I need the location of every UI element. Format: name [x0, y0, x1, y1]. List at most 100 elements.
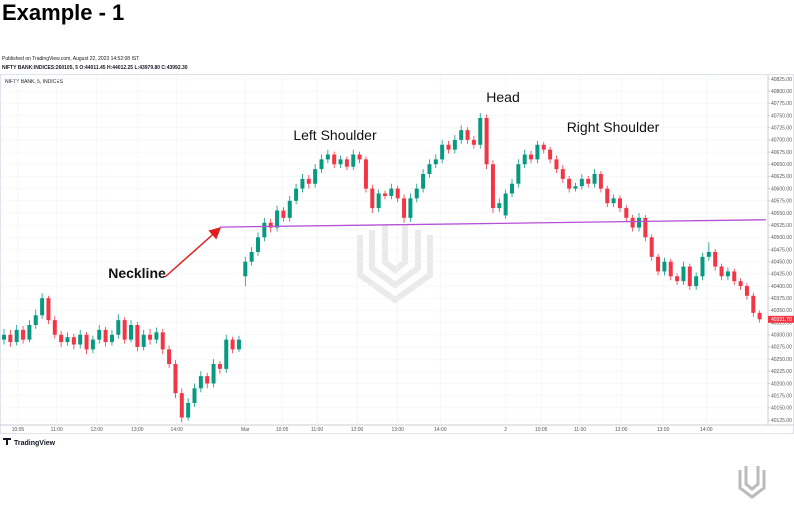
candle-body: [605, 188, 610, 204]
candle-body: [294, 188, 299, 201]
neckline: [219, 219, 767, 228]
candle-body: [624, 208, 629, 218]
candle-body: [116, 320, 121, 335]
candle-body: [757, 312, 762, 320]
candle-body: [135, 325, 140, 347]
candle-body: [192, 388, 197, 403]
y-tick-label: 40225.00: [771, 369, 792, 375]
candle-body: [719, 266, 724, 277]
candle-body: [46, 298, 51, 321]
candle-body: [21, 329, 26, 340]
y-tick-label: 40475.00: [771, 247, 792, 253]
candle-body: [675, 276, 680, 282]
y-tick-label: 40425.00: [771, 272, 792, 278]
x-tick-label: 2: [504, 427, 507, 433]
candle-body: [103, 329, 108, 343]
y-tick-label: 40775.00: [771, 101, 792, 107]
brand-icon: [3, 438, 11, 445]
x-tick-label: 14:00: [434, 427, 447, 433]
candle-body: [440, 144, 445, 160]
candle-body: [421, 173, 426, 189]
candle-body: [319, 159, 324, 170]
candle-body: [490, 164, 495, 209]
candle-body: [198, 376, 203, 389]
y-tick-label: 40750.00: [771, 113, 792, 119]
candle-body: [154, 332, 159, 340]
candle-body: [548, 149, 553, 160]
candle-body: [694, 276, 699, 287]
candle-body: [338, 159, 343, 165]
candle-body: [224, 339, 229, 369]
candle-body: [497, 203, 502, 209]
x-tick-label: 11:00: [51, 427, 63, 433]
head-label: Head: [486, 89, 519, 105]
x-tick-label: 13:00: [391, 427, 404, 433]
left-shoulder-label: Left Shoulder: [293, 127, 377, 143]
candle-body: [179, 393, 184, 418]
y-tick-label: 40175.00: [771, 393, 792, 399]
candle-body: [243, 261, 248, 277]
candle-body: [84, 334, 89, 350]
watermark: [357, 225, 433, 304]
candle-body: [459, 130, 464, 140]
candle-body: [167, 349, 172, 364]
candle-body: [554, 159, 559, 170]
candle-body: [230, 339, 235, 350]
candle-body: [8, 334, 13, 343]
candle-body: [522, 154, 527, 165]
y-tick-label: 40400.00: [771, 284, 792, 290]
candle-body: [52, 320, 57, 335]
candle-body: [268, 222, 273, 228]
y-tick-label: 40300.00: [771, 333, 792, 339]
candle-body: [598, 173, 603, 189]
candle-body: [529, 154, 534, 160]
y-tick-label: 40825.00: [771, 77, 792, 83]
candle-body: [649, 237, 654, 257]
y-tick-label: 40725.00: [771, 126, 792, 132]
x-tick-label: 11:00: [574, 427, 586, 433]
candle-body: [414, 188, 419, 199]
candle-body: [281, 210, 286, 218]
x-tick-label: 13:00: [657, 427, 670, 433]
candle-body: [579, 178, 584, 187]
candle-body: [687, 266, 692, 287]
y-tick-label: 40250.00: [771, 357, 792, 363]
y-tick-label: 40500.00: [771, 235, 792, 241]
candle-body: [567, 178, 572, 189]
candle-body: [656, 256, 661, 272]
candle-body: [287, 200, 292, 218]
candle-body: [344, 159, 349, 167]
candle-body: [148, 334, 153, 340]
y-tick-label: 40350.00: [771, 308, 792, 314]
candle-body: [65, 337, 70, 343]
candle-body: [592, 173, 597, 184]
candle-body: [560, 169, 565, 179]
candle-body: [186, 402, 191, 418]
candle-body: [732, 271, 737, 282]
y-tick-label: 40700.00: [771, 138, 792, 144]
candle-body: [78, 334, 83, 345]
y-tick-label: 40600.00: [771, 186, 792, 192]
y-tick-label: 40375.00: [771, 296, 792, 302]
candle-body: [173, 363, 178, 394]
y-tick-label: 40275.00: [771, 345, 792, 351]
last-price-label: 40331.70: [771, 317, 792, 323]
y-tick-label: 40150.00: [771, 406, 792, 412]
candle-body: [484, 117, 489, 165]
candle-body: [516, 164, 521, 184]
y-tick-label: 40325.00: [771, 320, 792, 326]
candle-body: [300, 178, 305, 189]
symbol-info: NIFTY BANK:INDICES:260105, 5 O:44011.45 …: [2, 65, 188, 71]
candle-body: [236, 339, 241, 350]
candle-body: [510, 183, 514, 194]
candle-body: [713, 251, 718, 267]
right-shoulder-label: Right Shoulder: [567, 119, 660, 135]
candle-body: [465, 130, 470, 140]
candle-body: [611, 198, 616, 204]
candle-body: [389, 188, 394, 196]
candle-body: [122, 320, 127, 340]
candle-body: [256, 237, 260, 252]
x-tick-label: 10:05: [276, 427, 289, 433]
candle-body: [262, 222, 267, 238]
candle-body: [427, 164, 432, 174]
